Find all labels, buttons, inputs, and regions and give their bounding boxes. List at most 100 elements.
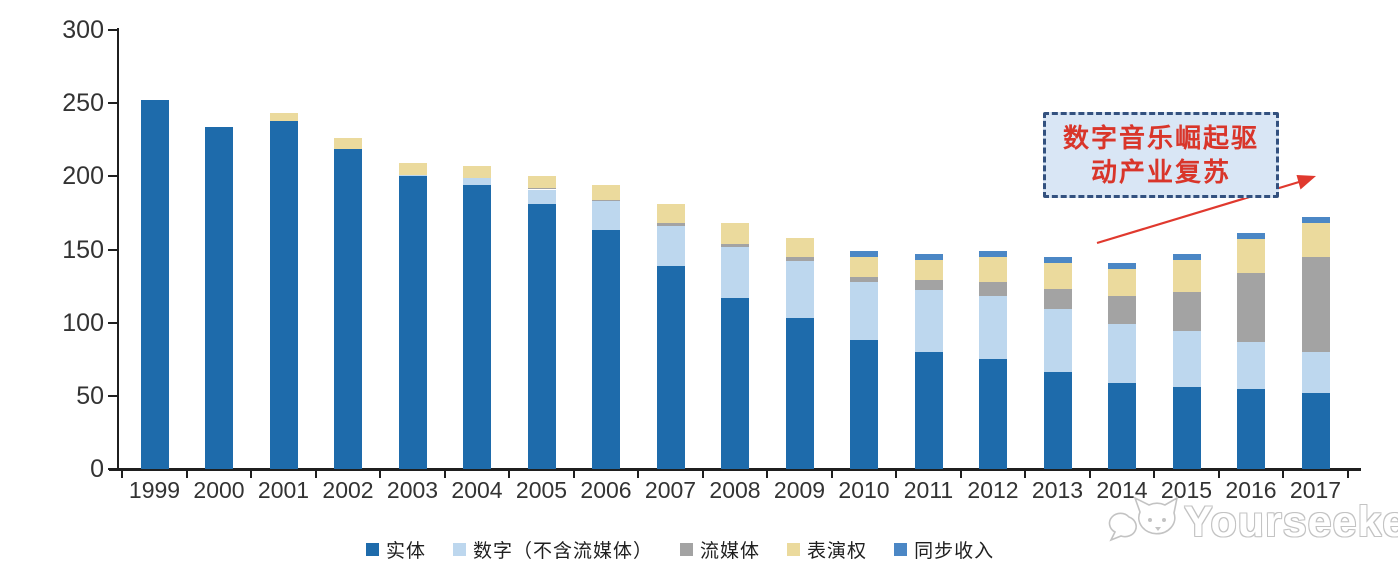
- bar-segment-实体: [785, 318, 814, 469]
- x-axis-tick: [443, 471, 446, 478]
- bar-segment-同步收入: [1108, 262, 1136, 269]
- x-axis-tick: [379, 471, 382, 478]
- chart-legend: 实体 数字（不含流媒体） 流媒体 表演权 同步收入: [366, 536, 994, 563]
- bar-segment-流媒体: [850, 277, 878, 282]
- bar-segment-表演权: [850, 256, 878, 278]
- bar-segment-实体: [334, 148, 362, 469]
- bar-segment-数字（不含流媒体）: [463, 177, 491, 186]
- annotation-line-1: 数字音乐崛起驱: [1062, 123, 1259, 153]
- bar-segment-数字（不含流媒体）: [1237, 341, 1265, 389]
- bar-segment-流媒体: [592, 199, 620, 202]
- bar-segment-表演权: [1172, 259, 1201, 292]
- y-axis-label: 250: [62, 89, 104, 118]
- bar-segment-数字（不含流媒体）: [592, 201, 620, 231]
- bar-segment-同步收入: [1237, 233, 1265, 240]
- x-axis-tick: [959, 471, 962, 478]
- x-axis-label: 2007: [644, 477, 697, 503]
- bar-segment-数字（不含流媒体）: [656, 226, 685, 266]
- x-axis-tick: [1153, 471, 1156, 478]
- annotation-line-2: 动产业复苏: [1090, 157, 1231, 187]
- x-axis-tick: [1024, 471, 1027, 478]
- bar-segment-数字（不含流媒体）: [398, 174, 427, 177]
- bar-segment-同步收入: [979, 250, 1007, 257]
- x-axis-tick: [830, 471, 833, 478]
- bar-segment-实体: [850, 340, 878, 469]
- bar-segment-流媒体: [1043, 289, 1072, 310]
- x-axis-label: 2006: [580, 477, 632, 503]
- x-axis-label: 2015: [1160, 477, 1213, 503]
- bar-segment-表演权: [334, 138, 362, 149]
- bar-segment-实体: [140, 100, 169, 469]
- y-axis-tick: [108, 468, 117, 470]
- x-axis-tick: [1346, 471, 1349, 478]
- x-axis-label: 2005: [515, 477, 568, 503]
- legend-item: 实体: [366, 536, 426, 563]
- y-axis-line: [117, 28, 119, 470]
- legend-item: 同步收入: [894, 536, 994, 563]
- bar-segment-数字（不含流媒体）: [1108, 324, 1136, 383]
- x-axis-label: 2010: [838, 477, 890, 503]
- x-axis-tick: [314, 471, 317, 478]
- bar-segment-数字（不含流媒体）: [785, 261, 814, 319]
- bar-segment-数字（不含流媒体）: [1172, 331, 1201, 388]
- bar-segment-表演权: [398, 163, 427, 175]
- bar-segment-数字（不含流媒体）: [1043, 309, 1072, 373]
- bar-segment-实体: [1043, 372, 1072, 469]
- bar-segment-表演权: [1301, 223, 1330, 257]
- bar-segment-同步收入: [914, 253, 943, 260]
- bar-segment-流媒体: [527, 188, 556, 190]
- y-axis-tick: [108, 248, 117, 251]
- bar-segment-数字（不含流媒体）: [527, 189, 556, 205]
- x-axis-label: 2012: [967, 477, 1019, 503]
- y-axis-tick: [108, 175, 117, 178]
- legend-label: 数字（不含流媒体）: [473, 541, 654, 562]
- bar-segment-数字（不含流媒体）: [850, 281, 878, 341]
- bar-segment-实体: [721, 297, 749, 469]
- legend-label: 实体: [386, 541, 427, 562]
- x-axis-label: 2016: [1225, 477, 1277, 503]
- bar-segment-实体: [656, 265, 685, 469]
- legend-swatch: [453, 543, 467, 556]
- bar-segment-数字（不含流媒体）: [979, 296, 1007, 360]
- x-axis-label: 2002: [322, 477, 374, 503]
- bar-segment-同步收入: [1172, 253, 1201, 260]
- x-axis-tick: [185, 471, 188, 478]
- x-axis-tick: [1282, 471, 1285, 478]
- bar-segment-流媒体: [914, 280, 943, 291]
- x-axis-label: 2004: [451, 477, 503, 503]
- x-axis-line: [109, 468, 1361, 471]
- x-axis-label: 2017: [1289, 477, 1342, 503]
- y-axis-label: 50: [76, 381, 104, 410]
- bar-segment-流媒体: [721, 243, 749, 247]
- legend-label: 流媒体: [700, 541, 761, 562]
- x-axis-label: 2014: [1096, 477, 1148, 503]
- bar-segment-表演权: [269, 113, 298, 121]
- x-axis-tick: [701, 471, 704, 478]
- bar-segment-实体: [914, 351, 943, 469]
- y-axis-tick: [108, 321, 117, 324]
- bar-segment-实体: [205, 126, 233, 469]
- bar-segment-流媒体: [785, 256, 814, 262]
- y-axis-tick: [108, 102, 117, 105]
- y-axis-label: 100: [62, 308, 104, 337]
- x-axis-tick: [1217, 471, 1220, 478]
- bar-segment-实体: [1237, 388, 1265, 469]
- bar-segment-表演权: [914, 259, 943, 281]
- bar-segment-表演权: [656, 204, 685, 224]
- watermark-text: Yourseeker: [1184, 497, 1398, 546]
- y-axis-tick: [108, 29, 117, 31]
- x-axis-label: 2013: [1031, 477, 1084, 503]
- y-axis-label: 300: [62, 16, 104, 44]
- x-axis-tick: [508, 471, 511, 478]
- bar-segment-实体: [398, 176, 427, 469]
- bar-segment-表演权: [1108, 268, 1136, 297]
- legend-swatch: [894, 543, 908, 556]
- bar-segment-流媒体: [656, 223, 685, 227]
- x-axis-label: 2011: [903, 477, 954, 503]
- bar-segment-流媒体: [1108, 296, 1136, 325]
- bar-segment-数字（不含流媒体）: [1301, 351, 1330, 393]
- bar-segment-表演权: [592, 185, 620, 200]
- bar-segment-实体: [1108, 382, 1136, 469]
- bar-segment-表演权: [721, 223, 749, 244]
